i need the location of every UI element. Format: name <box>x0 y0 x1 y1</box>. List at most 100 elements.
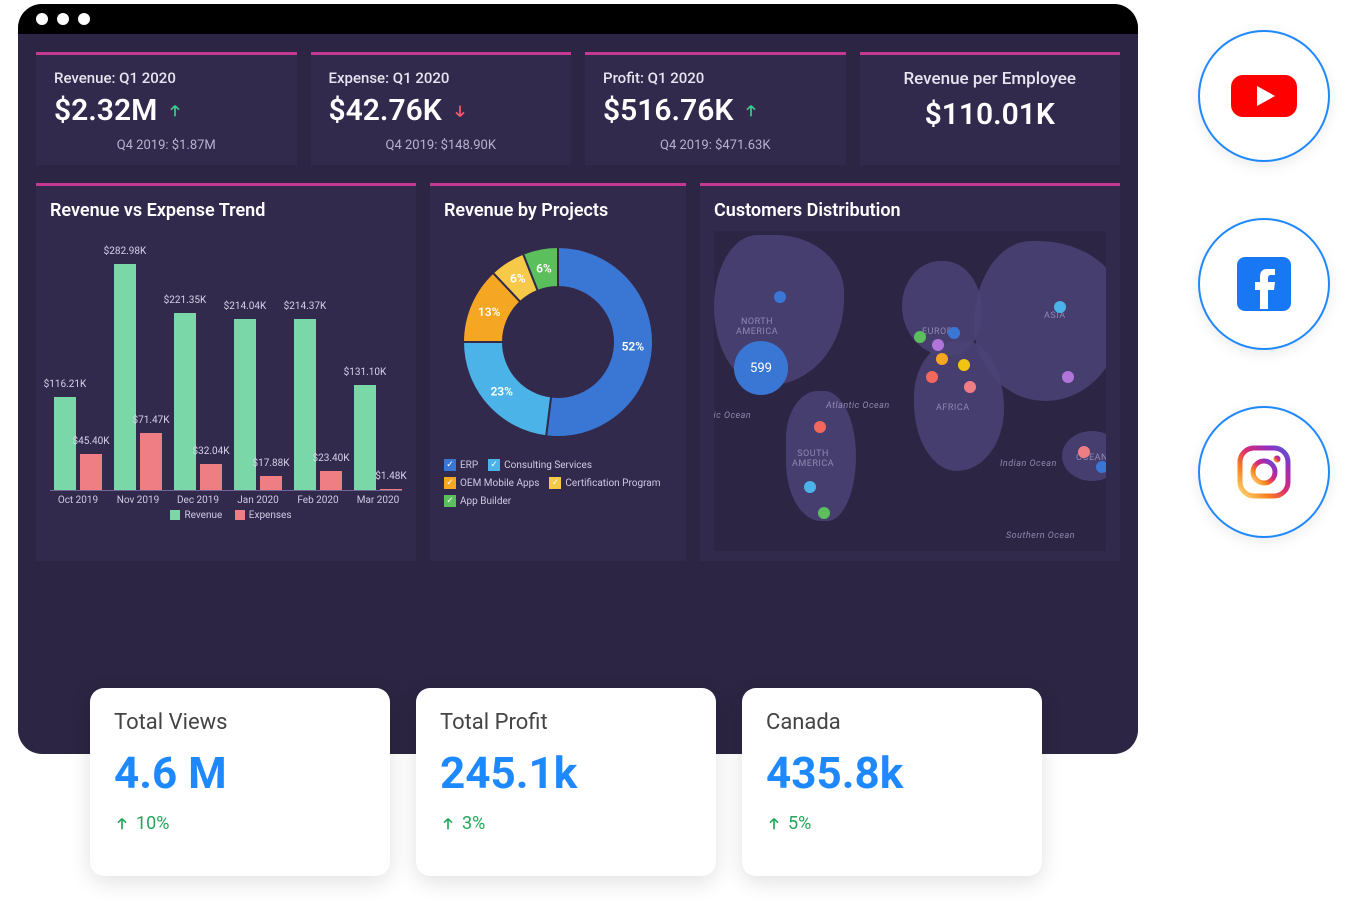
map-bubble[interactable] <box>914 331 926 343</box>
instagram-icon <box>1234 442 1294 502</box>
expense-bar[interactable]: $32.04K <box>200 464 222 490</box>
social-buttons <box>1198 30 1330 538</box>
bar-label: $282.98K <box>104 246 147 257</box>
map-bubble[interactable] <box>1078 446 1090 458</box>
ocean-label: fic Ocean <box>714 411 751 421</box>
card-total-views: Total Views 4.6 M 10% <box>90 688 390 876</box>
summary-cards: Total Views 4.6 M 10% Total Profit 245.1… <box>90 688 1042 876</box>
map-bubble[interactable] <box>936 353 948 365</box>
window-dot[interactable] <box>57 13 69 25</box>
expense-bar[interactable]: $45.40K <box>80 454 102 490</box>
legend-item: Expenses <box>249 510 292 521</box>
legend-item: Revenue <box>184 510 222 521</box>
legend-item[interactable]: ✓ OEM Mobile Apps <box>444 477 539 489</box>
bar-label: $71.47K <box>132 415 169 426</box>
expense-bar[interactable]: $71.47K <box>140 433 162 490</box>
bar-group: $282.98K$71.47K <box>114 264 162 490</box>
card-delta: 10% <box>114 813 366 834</box>
arrow-up-icon <box>766 816 782 832</box>
legend-checkbox[interactable]: ✓ <box>444 495 456 507</box>
panel-customers-distribution: Customers Distribution NORTHAMERICAEUROP… <box>700 183 1120 561</box>
x-axis-label: Dec 2019 <box>174 495 222 506</box>
donut-legend: ✓ ERP ✓ Consulting Services ✓ OEM Mobile Apps… <box>444 459 672 507</box>
map-bubble[interactable] <box>814 421 826 433</box>
legend-checkbox[interactable]: ✓ <box>488 459 500 471</box>
card-title: Canada <box>766 710 1018 735</box>
legend-item[interactable]: ✓ Consulting Services <box>488 459 592 471</box>
kpi-sub: Q4 2019: $471.63K <box>603 138 828 153</box>
legend-checkbox[interactable]: ✓ <box>444 477 456 489</box>
kpi-profit: Profit: Q1 2020 $516.76K Q4 2019: $471.6… <box>585 52 846 165</box>
kpi-label: Revenue per Employee <box>878 69 1103 89</box>
expense-bar[interactable]: $23.40K <box>320 471 342 490</box>
youtube-button[interactable] <box>1198 30 1330 162</box>
map-bubble[interactable] <box>964 381 976 393</box>
kpi-rev-per-employee: Revenue per Employee $110.01K <box>860 52 1121 165</box>
card-value: 435.8k <box>766 747 1018 799</box>
card-delta-value: 5% <box>788 813 811 834</box>
card-total-profit: Total Profit 245.1k 3% <box>416 688 716 876</box>
map-bubble[interactable] <box>926 371 938 383</box>
kpi-value: $516.76K <box>603 93 733 128</box>
revenue-bar[interactable]: $282.98K <box>114 264 136 490</box>
arrow-up-icon <box>440 816 456 832</box>
panel-title: Revenue vs Expense Trend <box>50 200 402 221</box>
legend-label: ERP <box>460 460 478 471</box>
map-label: AFRICA <box>936 403 970 413</box>
x-axis-label: Oct 2019 <box>54 495 102 506</box>
legend-item[interactable]: ✓ Certification Program <box>549 477 660 489</box>
map-bubble-big[interactable]: 599 <box>734 341 788 395</box>
legend-item[interactable]: ✓ ERP <box>444 459 478 471</box>
window-titlebar <box>18 4 1138 34</box>
instagram-button[interactable] <box>1198 406 1330 538</box>
ocean-label: Atlantic Ocean <box>826 401 890 411</box>
continent-shape <box>974 241 1106 401</box>
dashboard-window: Revenue: Q1 2020 $2.32M Q4 2019: $1.87M … <box>18 4 1138 754</box>
bar-label: $221.35K <box>164 295 207 306</box>
map-bubble[interactable] <box>804 481 816 493</box>
kpi-value: $2.32M <box>54 93 157 128</box>
map-bubble[interactable] <box>958 359 970 371</box>
legend-label: Certification Program <box>565 478 660 489</box>
kpi-value: $42.76K <box>329 93 442 128</box>
map-bubble[interactable] <box>932 339 944 351</box>
kpi-sub: Q4 2019: $1.87M <box>54 138 279 153</box>
card-delta: 5% <box>766 813 1018 834</box>
legend-checkbox[interactable]: ✓ <box>549 477 561 489</box>
revenue-bar[interactable]: $131.10K <box>354 385 376 490</box>
kpi-row: Revenue: Q1 2020 $2.32M Q4 2019: $1.87M … <box>36 52 1120 165</box>
card-value: 4.6 M <box>114 747 366 799</box>
facebook-button[interactable] <box>1198 218 1330 350</box>
panel-revenue-by-projects: Revenue by Projects 52%23%13%6%6% ✓ERP✓C… <box>430 183 686 561</box>
bar-label: $214.04K <box>224 301 267 312</box>
map-label: SOUTHAMERICA <box>792 449 834 469</box>
legend-item[interactable]: ✓App Builder <box>444 495 511 507</box>
legend-checkbox[interactable]: ✓ <box>444 459 456 471</box>
map-bubble[interactable] <box>948 327 960 339</box>
map-bubble[interactable] <box>774 291 786 303</box>
donut-slice-label: 23% <box>490 385 513 399</box>
donut-slice-label: 6% <box>510 272 526 286</box>
legend-label: Consulting Services <box>504 460 592 471</box>
x-axis-label: Feb 2020 <box>294 495 342 506</box>
bar-chart: $116.21K$45.40K$282.98K$71.47K$221.35K$3… <box>50 231 402 521</box>
bar-label: $32.04K <box>192 446 229 457</box>
map-bubble[interactable] <box>1096 461 1106 473</box>
kpi-label: Revenue: Q1 2020 <box>54 69 279 87</box>
chart-legend: Revenue Expenses <box>50 510 402 521</box>
expense-bar[interactable]: $17.88K <box>260 476 282 490</box>
kpi-value: $110.01K <box>878 97 1103 132</box>
kpi-sub: Q4 2019: $148.90K <box>329 138 554 153</box>
world-map[interactable]: NORTHAMERICAEUROPEASIASOUTHAMERICAAFRICA… <box>714 231 1106 551</box>
map-bubble[interactable] <box>818 507 830 519</box>
revenue-bar[interactable]: $221.35K <box>174 313 196 490</box>
legend-label: OEM Mobile Apps <box>460 478 539 489</box>
expense-bar[interactable]: $1.48K <box>380 489 402 490</box>
window-dot[interactable] <box>36 13 48 25</box>
panel-title: Customers Distribution <box>714 200 1106 221</box>
map-bubble[interactable] <box>1054 301 1066 313</box>
window-dot[interactable] <box>78 13 90 25</box>
map-bubble[interactable] <box>1062 371 1074 383</box>
bar-label: $116.21K <box>44 379 87 390</box>
card-value: 245.1k <box>440 747 692 799</box>
